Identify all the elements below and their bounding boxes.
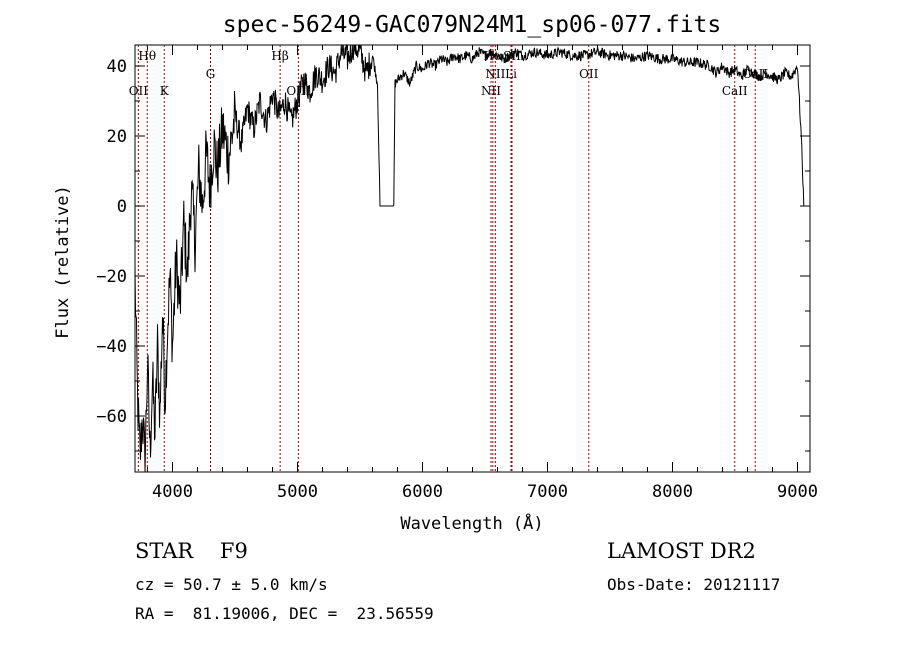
x-tick-label: 7000 (527, 482, 568, 502)
spectral-line-label: Hθ (138, 49, 156, 63)
spectral-line-label: K (160, 84, 170, 98)
spectral-line-label: Hα (484, 49, 503, 63)
spectral-line-label: OII (579, 67, 599, 81)
y-tick-label: 0 (117, 197, 127, 217)
x-axis-label: Wavelength (Å) (400, 512, 543, 534)
y-tick-label: −60 (96, 407, 127, 427)
ra-dec: RA = 81.19006, DEC = 23.56559 (135, 604, 434, 623)
redshift-cz: cz = 50.7 ± 5.0 km/s (135, 575, 328, 594)
spectral-line-label: Li (505, 67, 517, 81)
y-tick-label: −40 (96, 337, 127, 357)
x-tick-label: 8000 (652, 482, 693, 502)
spectral-line-label: NII (481, 84, 501, 98)
x-tick-label: 5000 (277, 482, 318, 502)
spectral-line-label: Hβ (271, 49, 288, 63)
obs-date: Obs-Date: 20121117 (607, 575, 781, 594)
x-tick-label: 4000 (152, 482, 193, 502)
x-tick-label: 9000 (777, 482, 818, 502)
spectral-line-label: OII (129, 84, 149, 98)
y-tick-label: 20 (107, 127, 127, 147)
spectrum-line (134, 44, 805, 473)
spectral-line-label: CaII (722, 84, 748, 98)
x-tick-label: 6000 (402, 482, 443, 502)
survey-name: LAMOST DR2 (607, 539, 756, 563)
y-axis-label: Flux (relative) (53, 185, 73, 339)
y-tick-label: −20 (96, 267, 127, 287)
spectral-line-label: G (206, 67, 216, 81)
y-axis: −60 −40 −20 0 20 40 (96, 57, 810, 452)
x-axis: 4000 5000 6000 7000 8000 9000 (147, 45, 818, 502)
object-class: STAR F9 (135, 539, 248, 563)
plot-frame (134, 44, 811, 473)
y-tick-label: 40 (107, 57, 127, 77)
chart-title: spec-56249-GAC079N24M1_sp06-077.fits (223, 12, 722, 38)
spectral-line-label: NII (485, 67, 505, 81)
